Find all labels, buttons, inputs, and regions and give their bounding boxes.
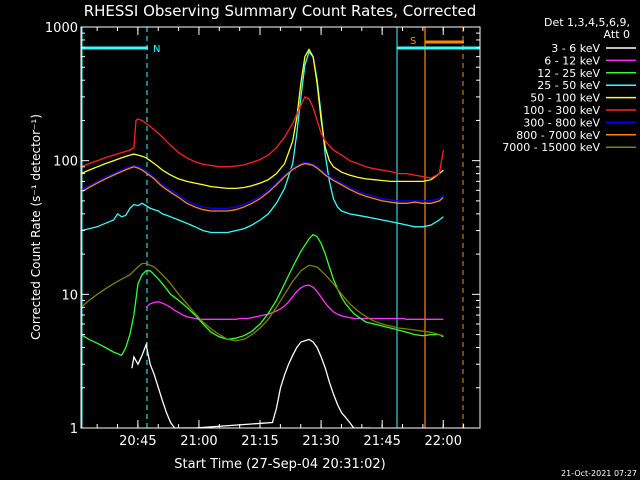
x-tick-label: 21:45 [363,434,400,449]
series-line-6 [81,161,444,209]
series-line-8 [81,262,444,342]
axis-ticks: 1 10 100 1000 20:45 21:00 21:15 21:30 21:45 22:00 [45,21,480,449]
legend-label-5: 100 - 300 keV [523,104,600,117]
legend-label-1: 6 - 12 keV [544,54,600,67]
series-line-0 [131,338,371,428]
footer-timestamp: 21-Oct-2021 07:27 [561,469,637,478]
series-line-5 [81,96,445,179]
plot-area: NS [80,26,481,429]
legend-title: Det 1,3,4,5,6,9,Att 0 [544,16,630,41]
legend-label-7: 800 - 7000 keV [516,129,600,142]
annotation-label-n: N [153,44,160,55]
y-tick-label: 1000 [45,21,78,36]
legend-label-3: 25 - 50 keV [537,79,600,92]
legend-label-2: 12 - 25 keV [537,67,600,80]
legend-label-6: 300 - 800 keV [523,116,600,129]
series-line-2 [81,233,444,357]
series-line-1 [145,284,444,320]
series-line-3 [81,50,444,234]
x-tick-label: 21:00 [180,434,217,449]
legend-label-8: 7000 - 15000 keV [502,141,600,154]
legend-title-line: Det 1,3,4,5,6,9, [544,16,630,29]
y-tick-label: 100 [53,155,78,170]
legend-label-4: 50 - 100 keV [530,92,600,105]
annotation-label-s: S [410,36,416,47]
chart-title: RHESSI Observing Summary Count Rates, Co… [84,2,477,20]
series-line-4 [81,48,444,190]
y-tick-label: 10 [61,288,78,303]
x-tick-label: 22:00 [425,434,462,449]
legend-label-0: 3 - 6 keV [551,42,600,55]
y-axis-label: Corrected Count Rate (s⁻¹ detector⁻¹) [29,114,43,340]
x-tick-label: 21:30 [302,434,339,449]
series-line-7 [81,162,444,212]
legend-title-line: Att 0 [604,28,630,41]
x-tick-label: 21:15 [241,434,278,449]
x-axis-label: Start Time (27-Sep-04 20:31:02) [174,457,385,472]
x-tick-label: 20:45 [119,434,156,449]
y-tick-label: 1 [70,422,78,437]
